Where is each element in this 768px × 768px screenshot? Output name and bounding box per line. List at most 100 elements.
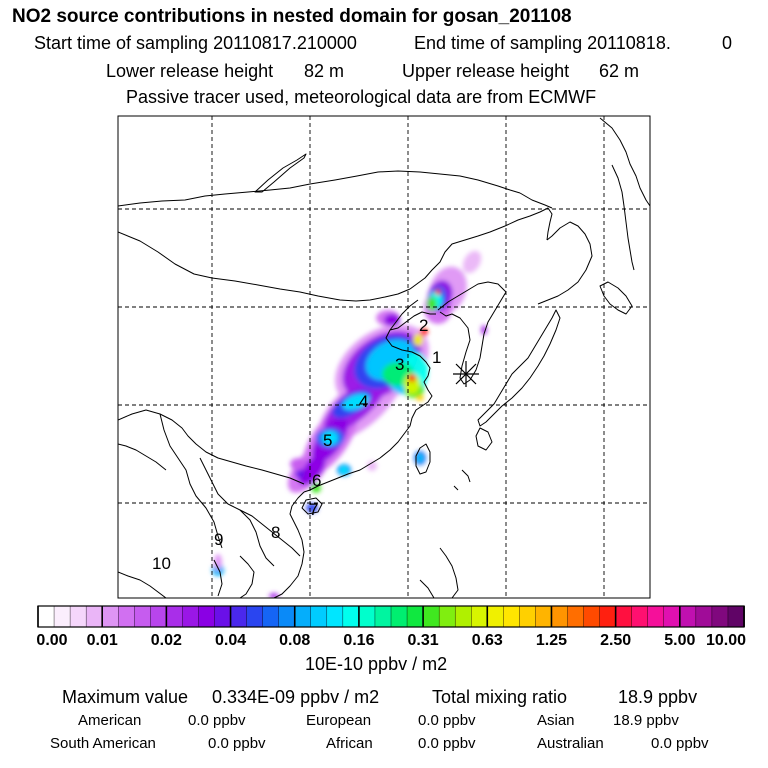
plume-blob — [413, 334, 423, 346]
tracer-note: Passive tracer used, meteorological data… — [126, 87, 597, 107]
colorbar-cell — [679, 605, 697, 628]
lat-lon-grid — [118, 116, 650, 598]
hainan — [301, 497, 323, 515]
japan-honshu — [477, 309, 561, 427]
colorbar-cell — [727, 605, 745, 628]
colorbar-cell — [695, 605, 713, 628]
border-indochina — [199, 457, 301, 557]
colorbar-cell — [118, 605, 136, 628]
region-name: European — [306, 712, 372, 729]
source-label-3: 3 — [395, 355, 404, 374]
hokkaido — [599, 281, 633, 315]
colorbar-tick-label: 0.08 — [279, 632, 310, 649]
colorbar-cell — [615, 605, 633, 628]
colorbar-cell — [390, 605, 408, 628]
region-name: American — [78, 712, 142, 729]
russia-coast — [537, 221, 593, 305]
china-east-coast — [303, 329, 433, 493]
region-value: 0.0 ppbv — [208, 735, 266, 752]
upper-release-label: Upper release height — [402, 61, 570, 81]
total-mixing-value: 18.9 ppbv — [618, 687, 698, 707]
colorbar-cell — [342, 605, 360, 628]
plume-blob — [462, 250, 482, 274]
colorbar-cell — [230, 605, 248, 628]
coastlines — [118, 117, 650, 598]
plume-blob — [416, 395, 424, 401]
border-northeast — [409, 207, 553, 290]
max-value-label: Maximum value — [62, 687, 189, 707]
receptor-star-icon — [453, 361, 479, 387]
end-time-label: End time of sampling 20110818. — [414, 33, 671, 53]
colorbar-cell — [631, 605, 649, 628]
colorbar-cell — [310, 605, 328, 628]
colorbar-cell — [406, 605, 424, 628]
plume-blob — [298, 455, 326, 485]
plume-blob — [342, 393, 370, 411]
plume-blob — [384, 314, 400, 326]
colorbar-tick-label: 0.63 — [472, 632, 503, 649]
border-china-mongolia-north — [118, 170, 521, 207]
himalaya-border — [118, 443, 167, 471]
region-value: 0.0 ppbv — [651, 735, 709, 752]
lower-release-value: 82 m — [304, 61, 345, 81]
chart-title: NO2 source contributions in nested domai… — [12, 6, 572, 27]
colorbar — [37, 605, 745, 628]
myanmar-coast — [118, 571, 167, 598]
border-myanmar — [159, 413, 223, 549]
colorbar-tick-label: 0.00 — [36, 632, 67, 649]
plume-blob — [481, 325, 487, 335]
colorbar-cell — [535, 605, 553, 628]
coastline-lake-baikal — [254, 153, 307, 193]
thai-peninsula — [213, 559, 223, 597]
japan-kyushu — [475, 427, 493, 451]
colorbar-cell — [53, 605, 71, 628]
colorbar-cell — [278, 605, 296, 628]
region-value: 0.0 ppbv — [188, 712, 246, 729]
map-area: 1 2 3 4 5 6 7 8 9 10 — [118, 116, 650, 598]
source-label-6: 6 — [312, 471, 321, 490]
colorbar-cell — [214, 605, 232, 628]
border-mongolia-south — [118, 231, 411, 302]
border-amur — [519, 192, 553, 209]
colorbar-tick-label: 5.00 — [664, 632, 695, 649]
korea-peninsula — [439, 291, 507, 385]
total-mixing-label: Total mixing ratio — [432, 687, 568, 707]
colorbar-cell — [487, 605, 505, 628]
colorbar-cell — [198, 605, 216, 628]
korea-border — [437, 281, 507, 311]
colorbar-tick-label: 0.16 — [343, 632, 374, 649]
region-name: African — [326, 735, 373, 752]
plume-blob — [290, 458, 306, 470]
region-value: 18.9 ppbv — [613, 712, 679, 729]
source-label-8: 8 — [271, 523, 280, 542]
border-laos — [239, 509, 275, 567]
colorbar-cell — [438, 605, 456, 628]
colorbar-cell — [454, 605, 473, 628]
indochina-coast — [273, 491, 305, 598]
region-name: Australian — [537, 735, 604, 752]
russia-coast-north — [599, 117, 650, 207]
colorbar-cell — [711, 605, 729, 628]
border-china-south — [118, 409, 305, 485]
colorbar-cell — [326, 605, 344, 628]
plume-blob — [295, 470, 305, 478]
colorbar-unit: 10E-10 ppbv / m2 — [305, 654, 448, 674]
colorbar-cell — [101, 605, 120, 628]
colorbar-cell — [246, 605, 264, 628]
plume-blob — [322, 431, 338, 445]
colorbar-cell — [599, 605, 617, 628]
colorbar-tick-label: 1.25 — [536, 632, 567, 649]
colorbar-cell — [551, 605, 569, 628]
colorbar-cell — [150, 605, 168, 628]
colorbar-tick-label: 0.04 — [215, 632, 246, 649]
upper-release-value: 62 m — [599, 61, 640, 81]
region-name: Asian — [537, 712, 575, 729]
colorbar-cell — [519, 605, 537, 628]
max-value: 0.334E-09 ppbv / m2 — [212, 687, 380, 707]
colorbar-cell — [471, 605, 489, 628]
plume-blob — [435, 289, 441, 295]
colorbar-tick-label: 0.01 — [87, 632, 118, 649]
colorbar-major-ticks — [37, 606, 745, 627]
sakhalin — [611, 164, 635, 271]
